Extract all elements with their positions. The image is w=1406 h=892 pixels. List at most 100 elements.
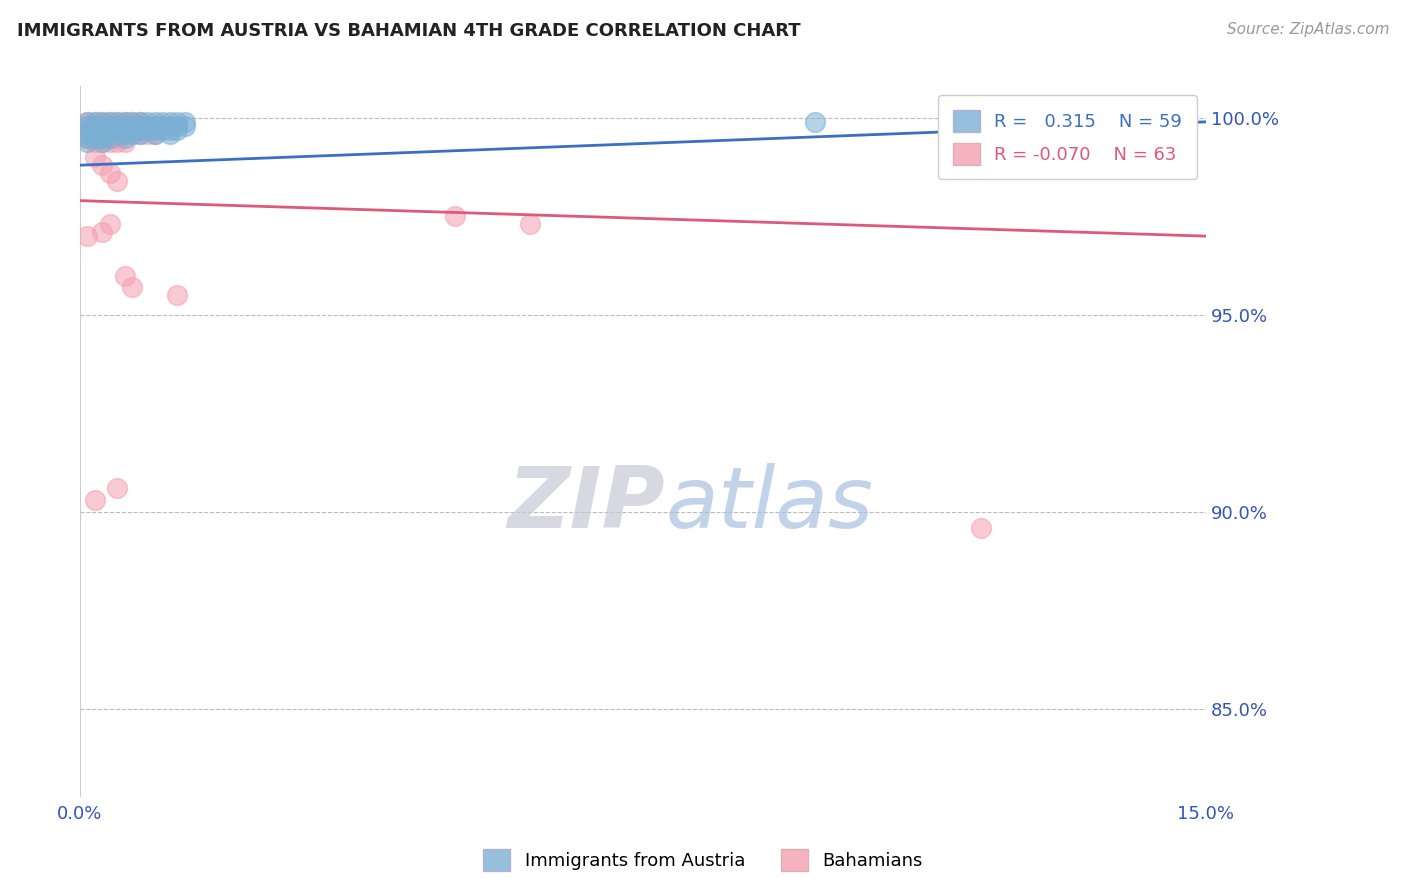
Point [136,115,159,129]
Point [76,229,98,244]
Text: ZIP: ZIP [508,464,665,547]
Point [83,130,105,145]
Legend: R =   0.315    N = 59, R = -0.070    N = 63: R = 0.315 N = 59, R = -0.070 N = 63 [938,95,1197,179]
Point [83,130,105,145]
Point [114,119,136,133]
Point [105,122,128,136]
Point [159,115,181,129]
Point [98,130,121,145]
Point [83,135,105,149]
Point [83,119,105,133]
Point [166,119,188,133]
Point [114,122,136,136]
Point [83,493,105,508]
Point [98,127,121,141]
Point [519,217,541,231]
Point [105,481,128,495]
Point [105,127,128,141]
Point [152,122,174,136]
Point [91,127,114,141]
Point [159,127,181,141]
Point [129,127,152,141]
Point [121,122,143,136]
Point [121,119,143,133]
Point [129,122,152,136]
Point [129,122,152,136]
Text: Source: ZipAtlas.com: Source: ZipAtlas.com [1226,22,1389,37]
Point [105,127,128,141]
Point [121,122,143,136]
Point [143,127,166,141]
Point [143,119,166,133]
Point [91,122,114,136]
Point [105,130,128,145]
Point [76,115,98,129]
Point [98,127,121,141]
Point [444,210,467,224]
Point [83,150,105,164]
Point [105,122,128,136]
Point [105,174,128,188]
Point [91,130,114,145]
Point [98,122,121,136]
Point [91,115,114,129]
Point [91,135,114,149]
Point [76,127,98,141]
Point [174,119,197,133]
Point [166,288,188,302]
Text: IMMIGRANTS FROM AUSTRIA VS BAHAMIAN 4TH GRADE CORRELATION CHART: IMMIGRANTS FROM AUSTRIA VS BAHAMIAN 4TH … [17,22,800,40]
Point [114,115,136,129]
Point [129,127,152,141]
Point [105,119,128,133]
Point [159,122,181,136]
Point [83,127,105,141]
Point [83,119,105,133]
Point [83,115,105,129]
Point [114,268,136,283]
Point [121,119,143,133]
Point [166,122,188,136]
Point [121,115,143,129]
Point [129,115,152,129]
Point [76,127,98,141]
Point [129,119,152,133]
Point [804,115,827,129]
Point [91,130,114,145]
Point [76,119,98,133]
Point [91,158,114,172]
Point [143,122,166,136]
Point [83,122,105,136]
Point [152,119,174,133]
Point [114,130,136,145]
Point [136,127,159,141]
Point [136,119,159,133]
Point [129,115,152,129]
Point [98,135,121,149]
Point [91,225,114,239]
Text: atlas: atlas [665,464,873,547]
Point [76,119,98,133]
Point [91,119,114,133]
Point [76,122,98,136]
Point [152,115,174,129]
Point [98,122,121,136]
Point [98,166,121,180]
Point [76,122,98,136]
Point [114,122,136,136]
Point [143,122,166,136]
Point [105,115,128,129]
Point [969,521,991,535]
Point [98,119,121,133]
Point [114,119,136,133]
Point [159,119,181,133]
Point [91,119,114,133]
Point [152,119,174,133]
Point [98,130,121,145]
Point [129,119,152,133]
Point [166,115,188,129]
Point [174,115,197,129]
Point [98,115,121,129]
Point [91,115,114,129]
Point [98,115,121,129]
Point [143,115,166,129]
